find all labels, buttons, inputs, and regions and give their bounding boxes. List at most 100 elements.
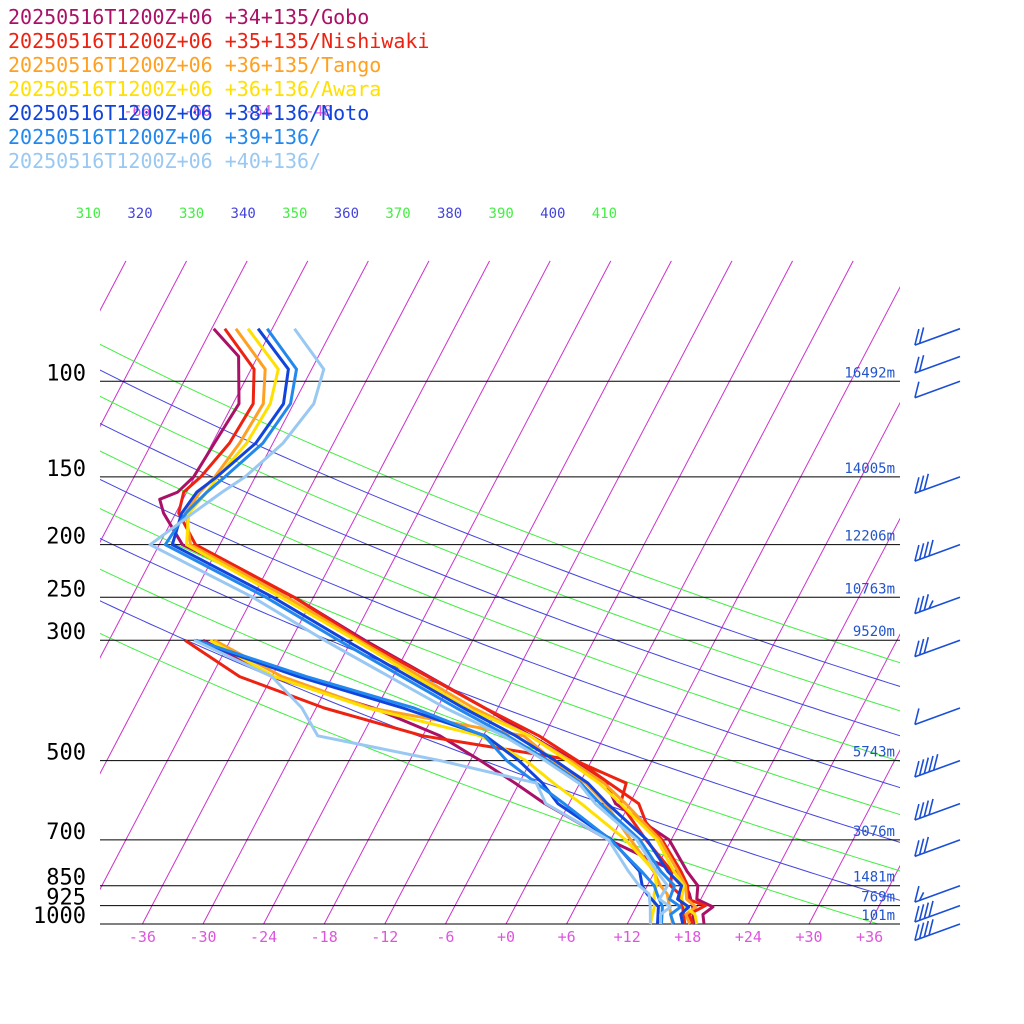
- temperature-tick-label: +24: [735, 928, 762, 946]
- wind-barb-staff: [914, 759, 961, 778]
- isotherm-line: [747, 633, 900, 925]
- isotherm-line: [100, 260, 188, 428]
- theta-label: 370: [385, 206, 410, 222]
- wind-barb-flag: [918, 327, 925, 344]
- wind-barb: [914, 594, 961, 615]
- theta-label: 350: [282, 206, 307, 222]
- isotherm-line: [141, 260, 491, 925]
- wind-barb: [914, 637, 961, 658]
- wind-barb-flag: [914, 544, 920, 562]
- dry-adiabat-line: [100, 450, 900, 762]
- dry-adiabat-line: [100, 422, 900, 737]
- wind-barb: [914, 836, 961, 858]
- dry-adiabat-line: [100, 632, 879, 925]
- wind-barb: [914, 884, 961, 903]
- wind-barb: [914, 354, 961, 374]
- wind-barb-staff: [914, 476, 961, 495]
- wind-barb: [914, 707, 961, 726]
- wind-barb-staff: [914, 355, 961, 374]
- height-label: 769m: [861, 890, 895, 906]
- pressure-label: 150: [46, 457, 86, 482]
- dewpoint-line: [193, 638, 652, 925]
- wind-barb-flag: [928, 798, 934, 816]
- theta-label: 410: [592, 206, 617, 222]
- wind-barbs: [914, 327, 961, 942]
- height-label: 3076m: [853, 824, 895, 840]
- temperature-line: [185, 327, 699, 925]
- wind-barb-flag: [918, 892, 925, 901]
- theta-labels: 310 320 330 340 350 360 370 380 390 400 410: [76, 206, 617, 222]
- dry-adiabat-line: [100, 369, 900, 687]
- wind-barb: [914, 380, 961, 399]
- isotherm-line: [263, 260, 612, 925]
- temperature-tick-label: -36: [129, 928, 156, 946]
- pressure-label: 850: [46, 866, 86, 891]
- wind-barb-flag: [918, 638, 925, 656]
- dry-adiabat-line: [100, 395, 900, 712]
- theta-label: 400: [540, 206, 565, 222]
- upper-temperature-tick-label: -66: [124, 102, 151, 120]
- wind-barb-staff: [914, 923, 961, 942]
- wind-barb-flag: [928, 919, 934, 936]
- temperature-tick-label: -6: [436, 928, 454, 946]
- height-label: 5743m: [853, 745, 895, 761]
- height-labels: 16492m 14005m 12206m 10763m 9520m 5743m 3076m 1…: [844, 365, 895, 924]
- temperature-line: [148, 327, 672, 924]
- wind-barb-flag: [914, 803, 920, 821]
- wind-barb-flag: [914, 924, 920, 941]
- wind-barb-flag: [914, 381, 920, 398]
- temperature-line: [177, 327, 707, 925]
- isotherm-line: [202, 260, 551, 925]
- wind-barb-flag: [914, 597, 920, 614]
- legend-entry: 20250516T1200Z+06 +38+136/Noto: [8, 101, 369, 125]
- pressure-label: 300: [46, 620, 86, 645]
- dewpoint-line: [209, 638, 658, 925]
- height-label: 9520m: [853, 624, 895, 640]
- isotherm-line: [626, 401, 900, 925]
- wind-barb-flag: [923, 800, 930, 817]
- theta-label: 310: [76, 206, 101, 222]
- legend-entry: 20250516T1200Z+06 +40+136/: [8, 149, 321, 173]
- wind-barb-staff: [914, 884, 961, 903]
- legend-entry: 20250516T1200Z+06 +36+135/Tango: [8, 53, 381, 77]
- wind-barb-flag: [928, 600, 934, 609]
- wind-barb-staff: [914, 839, 961, 858]
- wind-barb-flag: [918, 354, 925, 372]
- dry-adiabat-line: [100, 537, 900, 843]
- wind-barb: [914, 919, 961, 942]
- legend-entry: 20250516T1200Z+06 +36+136/Awara: [8, 77, 381, 101]
- wind-barb-flag: [918, 475, 925, 492]
- isotherm-line: [808, 749, 900, 925]
- height-label: 12206m: [844, 529, 895, 545]
- wind-barb-flag: [923, 902, 930, 919]
- temperature-axis-labels: -36 -30 -24 -18 -12 -6 +0 +6 +12 +18 +24 +30 +36 -66 -…: [124, 102, 884, 946]
- upper-temperature-tick-label: -60: [184, 102, 211, 120]
- theta-label: 330: [179, 206, 204, 222]
- temperature-tick-label: -30: [189, 928, 216, 946]
- temperature-tick-label: +18: [674, 928, 701, 946]
- wind-barb-flag: [914, 640, 920, 657]
- wind-barb-flag: [932, 754, 939, 771]
- wind-barb-staff: [914, 639, 961, 658]
- theta-label: 340: [231, 206, 256, 222]
- temperature-tick-label: +36: [856, 928, 883, 946]
- height-label: 16492m: [844, 365, 895, 381]
- pressure-label: 500: [46, 741, 86, 766]
- wind-barb-flag: [914, 905, 920, 923]
- isotherm-line: [100, 260, 309, 659]
- dewpoint-line: [195, 638, 664, 925]
- temperature-line: [170, 327, 691, 925]
- sounding-series: [148, 327, 715, 925]
- temperature-tick-label: +6: [558, 928, 576, 946]
- height-label: 10763m: [844, 581, 895, 597]
- dry-adiabat-line: [100, 343, 900, 664]
- height-label: 101m: [861, 908, 895, 924]
- temperature-tick-label: -18: [311, 928, 338, 946]
- wind-barb-staff: [914, 596, 961, 615]
- wind-barb-staff: [914, 380, 961, 399]
- upper-temperature-tick-label: -48: [305, 102, 332, 120]
- wind-barb-flag: [923, 541, 930, 558]
